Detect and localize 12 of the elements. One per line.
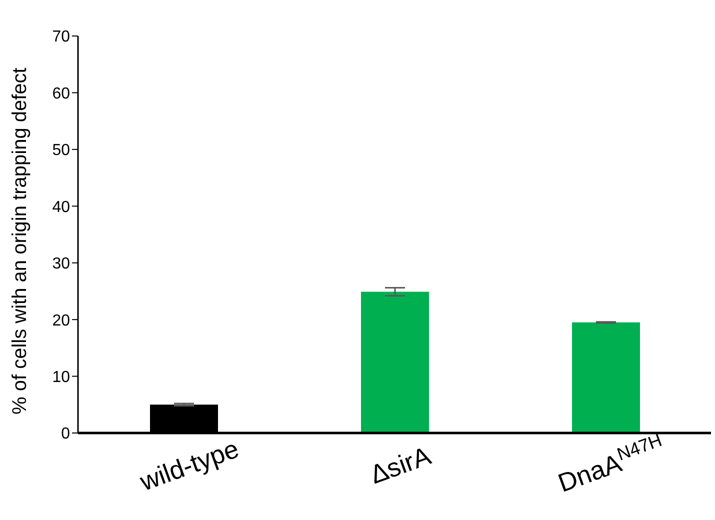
bar — [572, 322, 640, 433]
y-tick-label: 50 — [52, 142, 70, 160]
y-tick-label: 30 — [52, 256, 70, 273]
y-tick-label: 20 — [52, 312, 70, 330]
bar — [361, 292, 429, 433]
y-tick-label: 70 — [52, 28, 70, 46]
y-tick-label: 0 — [61, 426, 70, 443]
y-axis-title: % of cells with an origin trapping defect — [9, 67, 32, 414]
y-tick-label: 40 — [52, 198, 70, 216]
y-tick-label: 60 — [52, 85, 70, 102]
y-tick-label: 10 — [52, 368, 70, 386]
x-tick-label: ΔsirA — [366, 440, 436, 490]
